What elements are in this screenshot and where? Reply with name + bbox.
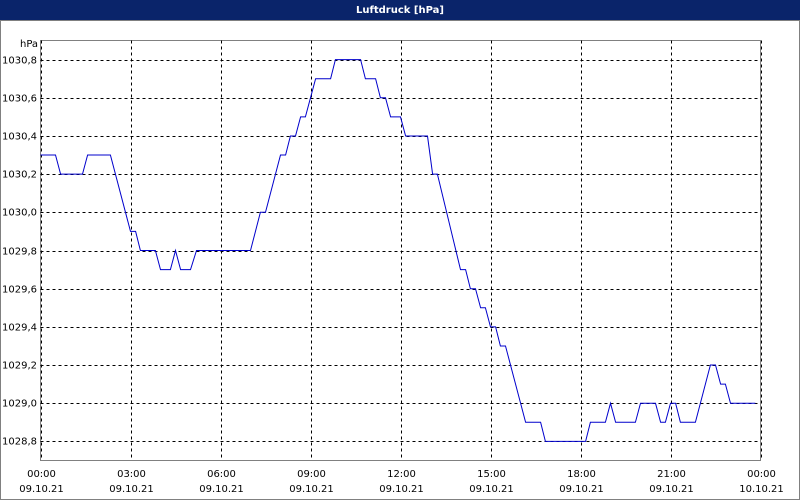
y-tick-label: 1029,0	[2, 399, 37, 410]
y-tick-label: 1030,4	[2, 132, 37, 143]
x-tick-date: 09.10.21	[199, 484, 244, 495]
y-tick-label: 1030,2	[2, 170, 37, 181]
y-tick-label: 1030,6	[2, 94, 37, 105]
x-tick-label: 18:00	[567, 469, 596, 480]
title-bar	[0, 0, 800, 20]
x-tick-label: 15:00	[477, 469, 506, 480]
plot-area	[40, 40, 761, 461]
x-tick-label: 21:00	[657, 469, 686, 480]
x-tick-date: 09.10.21	[559, 484, 604, 495]
chart-title: Luftdruck [hPa]	[356, 5, 444, 16]
y-tick-label: 1029,2	[2, 361, 37, 372]
x-tick-label: 09:00	[297, 469, 326, 480]
y-tick-label: 1029,8	[2, 247, 37, 258]
y-tick-label: 1030,0	[2, 208, 37, 219]
x-tick-date: 09.10.21	[379, 484, 424, 495]
x-tick-label: 00:00	[27, 469, 56, 480]
x-tick-label: 12:00	[387, 469, 416, 480]
x-tick-date: 09.10.21	[289, 484, 334, 495]
x-tick-date: 09.10.21	[109, 484, 154, 495]
y-tick-label: 1028,8	[2, 437, 37, 448]
y-unit: hPa	[20, 39, 38, 50]
x-tick-date: 09.10.21	[469, 484, 514, 495]
y-tick-label: 1029,4	[2, 323, 37, 334]
y-tick-label: 1029,6	[2, 285, 37, 296]
x-tick-date: 09.10.21	[649, 484, 694, 495]
x-tick-label: 03:00	[117, 469, 146, 480]
x-tick-date: 10.10.21	[739, 484, 784, 495]
x-tick-label: 06:00	[207, 469, 236, 480]
x-tick-date: 09.10.21	[19, 484, 64, 495]
y-tick-label: 1030,8	[2, 56, 37, 67]
pressure-line	[40, 59, 756, 442]
x-tick-label: 00:00	[747, 469, 776, 480]
